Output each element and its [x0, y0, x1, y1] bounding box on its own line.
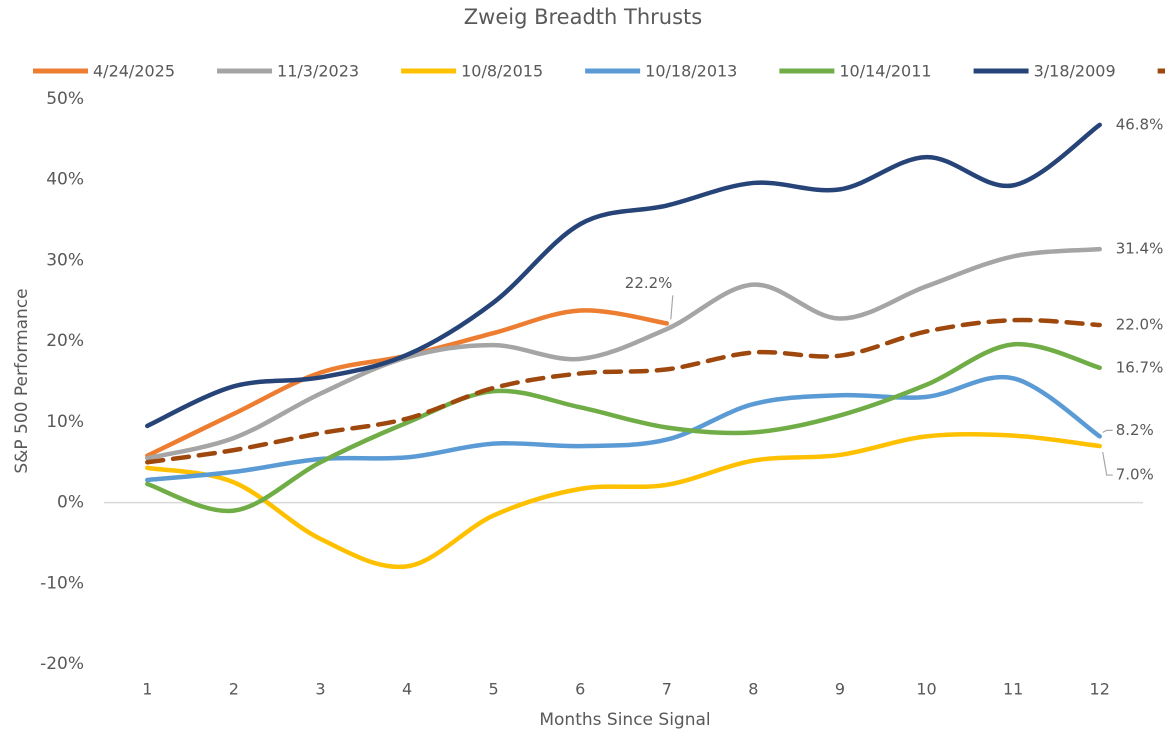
x-tick-label: 1 — [142, 680, 152, 699]
y-tick-label: 40% — [46, 170, 84, 190]
legend-label: 3/18/2009 — [1034, 62, 1116, 81]
x-tick-label: 11 — [1003, 680, 1023, 699]
x-tick-label: 5 — [489, 680, 499, 699]
series-line — [145, 341, 1102, 514]
data-label: 22.0% — [1116, 316, 1164, 334]
y-tick-label: 20% — [46, 331, 84, 351]
leader-line — [670, 295, 674, 320]
series-line — [145, 431, 1102, 570]
data-label: 7.0% — [1116, 466, 1154, 484]
data-label: 8.2% — [1116, 421, 1154, 439]
y-tick-label: 50% — [46, 89, 84, 109]
data-label: 16.7% — [1116, 358, 1164, 376]
legend-label: 4/24/2025 — [93, 62, 175, 81]
series-line — [145, 122, 1102, 429]
leader-line — [1102, 429, 1113, 433]
x-tick-label: 9 — [835, 680, 845, 699]
series-line — [145, 374, 1102, 483]
series-line — [145, 246, 1102, 461]
data-label: 22.2% — [625, 274, 673, 292]
x-tick-label: 10 — [916, 680, 936, 699]
chart-title: Zweig Breadth Thrusts — [464, 5, 702, 29]
series-line — [145, 317, 1102, 465]
x-tick-label: 4 — [402, 680, 412, 699]
leader-line — [1102, 451, 1113, 476]
x-tick-label: 12 — [1090, 680, 1110, 699]
legend-label: 10/8/2015 — [461, 62, 543, 81]
legend-label: 11/3/2023 — [277, 62, 359, 81]
x-tick-label: 7 — [662, 680, 672, 699]
x-axis-label: Months Since Signal — [539, 710, 710, 730]
y-tick-label: -20% — [40, 654, 84, 674]
x-tick-label: 6 — [575, 680, 585, 699]
y-tick-label: -10% — [40, 573, 84, 593]
y-tick-label: 0% — [57, 493, 84, 513]
data-label: 31.4% — [1116, 240, 1164, 258]
legend-label: 10/14/2011 — [839, 62, 931, 81]
y-tick-label: 10% — [46, 412, 84, 432]
legend-label: 10/18/2013 — [645, 62, 737, 81]
x-tick-label: 8 — [748, 680, 758, 699]
y-tick-label: 30% — [46, 250, 84, 270]
x-tick-label: 3 — [315, 680, 325, 699]
y-axis-label: S&P 500 Performance — [12, 288, 32, 473]
x-tick-label: 2 — [229, 680, 239, 699]
series-line — [145, 308, 670, 459]
data-label: 46.8% — [1116, 115, 1164, 133]
